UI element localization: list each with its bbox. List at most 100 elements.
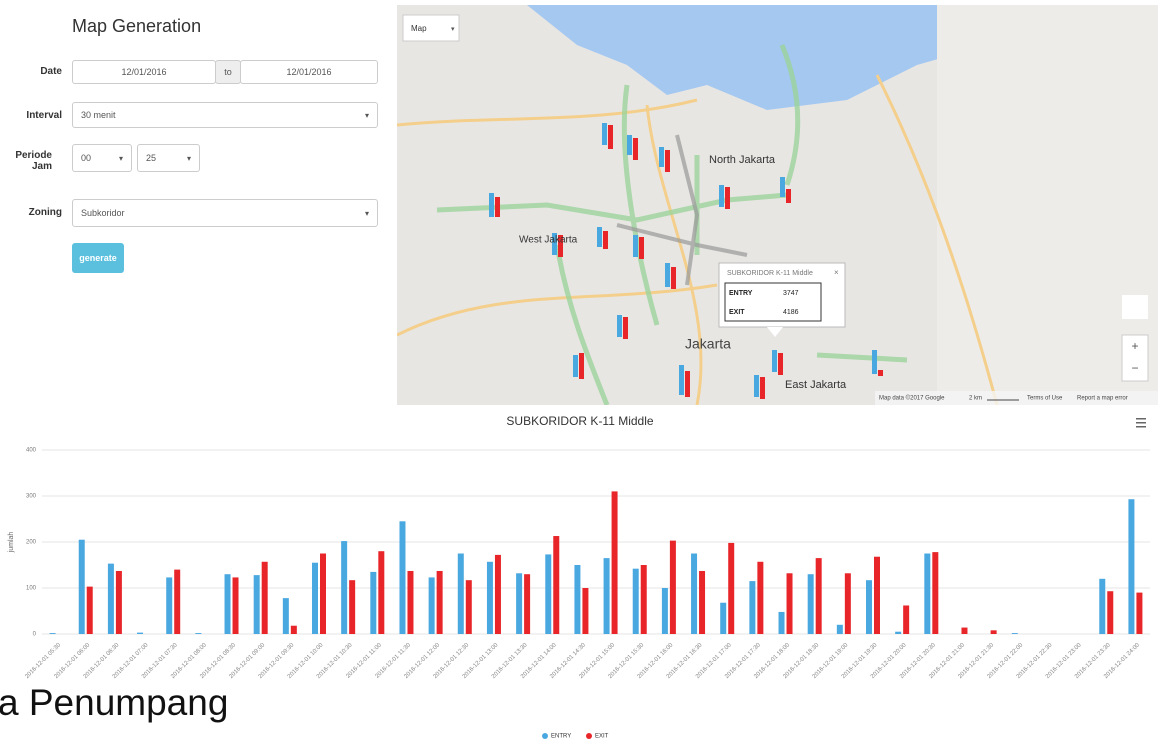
bar	[428, 577, 435, 634]
bar	[807, 574, 814, 634]
pegman[interactable]	[1122, 295, 1148, 319]
map-route	[616, 134, 748, 286]
report[interactable]: Report a map error	[1077, 396, 1128, 402]
attribution: Map data ©2017 Google	[879, 395, 945, 402]
date-from-text: 12/01/2016	[121, 67, 167, 77]
date-to[interactable]: 12/01/2016	[240, 60, 378, 84]
bar	[699, 570, 706, 634]
bar	[545, 554, 552, 634]
button-text: generate	[79, 253, 117, 263]
map-land-east	[937, 5, 1158, 405]
popup-value: 3747	[783, 290, 799, 297]
bar	[232, 577, 239, 634]
legend-label: EXIT	[595, 734, 609, 740]
bar	[1107, 591, 1114, 634]
map: Map ▾ North Jakarta West Jakarta Jakarta…	[397, 5, 1158, 405]
bar	[932, 552, 939, 634]
zoning-label: Zoning	[28, 207, 62, 218]
map-type-select[interactable]	[402, 14, 460, 42]
menu-icon[interactable]	[1136, 418, 1146, 428]
bar	[115, 570, 122, 634]
bar	[282, 598, 289, 634]
bar	[611, 491, 618, 634]
popup-title: SUBKORIDOR K-11 Middle	[727, 270, 813, 277]
bar	[661, 588, 668, 634]
bar	[253, 575, 260, 634]
bar	[49, 633, 56, 634]
generate-button[interactable]: generate	[72, 243, 124, 273]
map-popup: SUBKORIDOR K-11 Middle × ENTRY 3747 EXIT…	[718, 262, 846, 337]
y-axis-label: jumlah	[8, 532, 15, 554]
legend-swatch	[586, 733, 592, 739]
bar	[436, 570, 443, 634]
bar	[632, 568, 639, 634]
bar	[399, 521, 406, 634]
date-from[interactable]: 12/01/2016	[72, 60, 216, 84]
bar	[961, 627, 968, 634]
period-from-text: 00	[81, 153, 92, 163]
form-title: Map Generation	[72, 16, 202, 36]
arrow: ▾	[451, 26, 455, 33]
area-label: North Jakarta	[709, 154, 776, 166]
popup-tail	[767, 327, 783, 337]
interval-label: Interval	[26, 110, 62, 121]
map-road	[397, 74, 999, 405]
bar	[78, 539, 85, 634]
interval-select[interactable]: 30 menit ▾	[72, 102, 378, 128]
arrow: ▾	[186, 153, 191, 163]
bar	[486, 561, 493, 634]
area-label: West Jakarta	[519, 235, 578, 246]
terms[interactable]: Terms of Use	[1027, 396, 1063, 402]
bar	[261, 561, 268, 634]
popup-box	[718, 262, 846, 328]
date-to-text: 12/01/2016	[286, 67, 332, 77]
zoning-text: Subkoridor	[81, 208, 125, 218]
bar	[494, 554, 501, 634]
map-route	[436, 44, 908, 405]
bar	[728, 542, 735, 634]
bar	[349, 580, 356, 634]
bar	[378, 551, 385, 634]
popup-table	[724, 282, 822, 322]
bar	[1099, 578, 1106, 634]
bar	[465, 580, 472, 634]
arrow: ▾	[364, 208, 369, 218]
zoom-control[interactable]	[1121, 334, 1149, 382]
zoom-out[interactable]: −	[1131, 361, 1138, 375]
bar	[866, 580, 872, 634]
period-to-text: 25	[146, 153, 157, 163]
bar	[107, 563, 114, 634]
zoom-in[interactable]: +	[1131, 339, 1138, 353]
caption: a Penumpang	[0, 682, 229, 723]
zoning-select[interactable]: Subkoridor ▾	[72, 199, 378, 227]
y-tick-label: 300	[26, 494, 37, 500]
bar	[137, 632, 144, 634]
arrow: ▾	[364, 110, 369, 120]
bar	[290, 625, 297, 634]
bar	[895, 631, 902, 634]
bar	[457, 553, 464, 634]
date-label: Date	[40, 66, 62, 77]
chart-title: SUBKORIDOR K-11 Middle	[506, 414, 653, 428]
period-from[interactable]: 00 ▾	[72, 144, 132, 172]
attribution-bar	[875, 391, 1158, 405]
y-tick-label: 0	[33, 632, 37, 638]
bar	[312, 562, 318, 634]
period-to[interactable]: 25 ▾	[137, 144, 200, 172]
bar	[778, 611, 785, 634]
arrow: ▾	[118, 153, 123, 163]
bar	[874, 556, 880, 634]
bar	[691, 553, 698, 634]
bar	[749, 581, 756, 634]
bar	[341, 541, 348, 634]
popup-close[interactable]: ×	[834, 268, 839, 277]
map-sea	[527, 5, 997, 110]
bar	[844, 573, 851, 634]
bar	[1011, 633, 1018, 634]
bar	[574, 565, 581, 634]
bar	[320, 553, 326, 634]
bar	[407, 570, 414, 634]
y-tick-label: 100	[26, 586, 37, 592]
popup-key: EXIT	[729, 309, 745, 316]
